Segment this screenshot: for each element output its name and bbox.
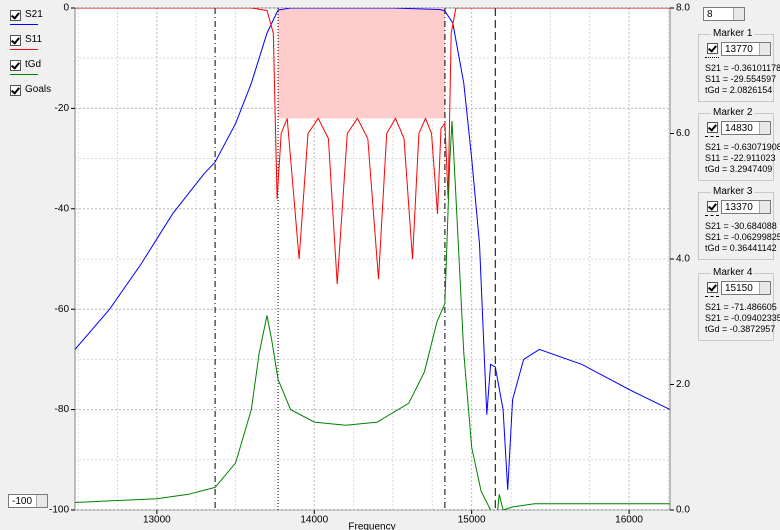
- y2-tick-label: 8.0: [676, 3, 690, 14]
- marker-frequency: 13770: [725, 44, 753, 55]
- series-line: [75, 8, 670, 285]
- marker-checkbox[interactable]: [707, 282, 718, 293]
- marker-readout: S21 = -30.684088: [705, 221, 777, 231]
- marker-readout: S21 = -0.062998259: [705, 232, 780, 242]
- y-tick-label: -20: [55, 103, 70, 114]
- marker-style: [705, 296, 719, 297]
- legend-swatch: [10, 49, 38, 50]
- spin-button[interactable]: [733, 8, 744, 20]
- marker-frequency-spinbox[interactable]: 13770: [721, 42, 771, 56]
- legend-label: Goals: [25, 84, 52, 95]
- min-value: -100: [12, 496, 33, 507]
- x-tick-label: 16000: [615, 515, 643, 526]
- marker-style: [705, 136, 719, 137]
- y-tick-label: 0: [63, 3, 69, 14]
- marker-count: 8: [707, 9, 713, 20]
- y-tick-label: -60: [55, 304, 70, 315]
- marker-style: [705, 57, 719, 58]
- spin-button[interactable]: [759, 282, 770, 294]
- marker-group: Marker 3 13370 S21 = -30.684088 S21 = -0.06…: [698, 186, 780, 260]
- plot-content: [75, 8, 670, 510]
- marker-readout: S21 = -0.094023353: [705, 313, 780, 323]
- legend-label: S11: [25, 34, 43, 45]
- marker-readout: tGd = 0.36441142: [705, 243, 777, 253]
- marker-frequency: 14830: [725, 123, 753, 134]
- marker-frequency: 13370: [725, 202, 753, 213]
- marker-readout: S21 = -71.486605: [705, 302, 777, 312]
- marker-style: [705, 215, 719, 216]
- checkbox[interactable]: [10, 60, 21, 71]
- y-tick-label: -100: [49, 505, 69, 516]
- marker-readout: S21 = -0.63071908: [705, 142, 780, 152]
- marker-checkbox[interactable]: [707, 43, 718, 54]
- marker-readout: S11 = -22.911023: [705, 153, 776, 163]
- marker-frequency-spinbox[interactable]: 13370: [721, 200, 771, 214]
- marker-checkbox[interactable]: [707, 201, 718, 212]
- x-tick-label: 14000: [300, 515, 328, 526]
- y-tick-label: -40: [55, 203, 70, 214]
- marker-title: Marker 2: [711, 107, 755, 118]
- spin-button[interactable]: [759, 201, 770, 213]
- legend-label: S21: [25, 9, 43, 20]
- checkbox[interactable]: [10, 35, 21, 46]
- x-tick-label: 13000: [143, 515, 171, 526]
- marker-group: Marker 1 13770 S21 = -0.36101178 S11 = -29.…: [698, 28, 780, 102]
- series-line: [75, 120, 670, 510]
- marker-checkbox[interactable]: [707, 122, 718, 133]
- x-axis-label: Frequency: [348, 522, 395, 530]
- legend-label: tGd: [25, 59, 42, 70]
- marker-title: Marker 1: [711, 28, 755, 39]
- y2-tick-label: 6.0: [676, 128, 690, 139]
- y2-tick-label: 4.0: [676, 254, 690, 265]
- marker-readout: tGd = -0.3872957: [705, 324, 776, 334]
- marker-title: Marker 4: [711, 267, 755, 278]
- goal-region: [278, 8, 445, 119]
- y2-tick-label: 2.0: [676, 379, 690, 390]
- marker-frequency: 15150: [725, 283, 753, 294]
- marker-frequency-spinbox[interactable]: 14830: [721, 121, 771, 135]
- marker-readout: S11 = -29.554597: [705, 74, 777, 84]
- checkbox[interactable]: [10, 85, 21, 96]
- y2-tick-label: 0.0: [676, 505, 690, 516]
- marker-readout: tGd = 2.0826154: [705, 85, 773, 95]
- y-tick-label: -80: [55, 404, 70, 415]
- spin-button[interactable]: [36, 495, 47, 507]
- min-spinbox[interactable]: -100: [8, 494, 48, 508]
- series-line: [75, 8, 670, 490]
- marker-count-spinbox[interactable]: 8: [703, 7, 745, 21]
- marker-group: Marker 4 15150 S21 = -71.486605 S21 = -0.09…: [698, 267, 780, 341]
- marker-title: Marker 3: [711, 186, 755, 197]
- checkbox[interactable]: [10, 10, 21, 21]
- legend-swatch: [10, 74, 38, 75]
- marker-group: Marker 2 14830 S21 = -0.63071908 S11 = -22.…: [698, 107, 780, 181]
- spin-button[interactable]: [759, 122, 770, 134]
- marker-frequency-spinbox[interactable]: 15150: [721, 281, 771, 295]
- marker-readout: S21 = -0.36101178: [705, 63, 780, 73]
- x-tick-label: 15000: [458, 515, 486, 526]
- spin-button[interactable]: [759, 43, 770, 55]
- legend-swatch: [10, 24, 38, 25]
- marker-readout: tGd = 3.2947409: [705, 164, 773, 174]
